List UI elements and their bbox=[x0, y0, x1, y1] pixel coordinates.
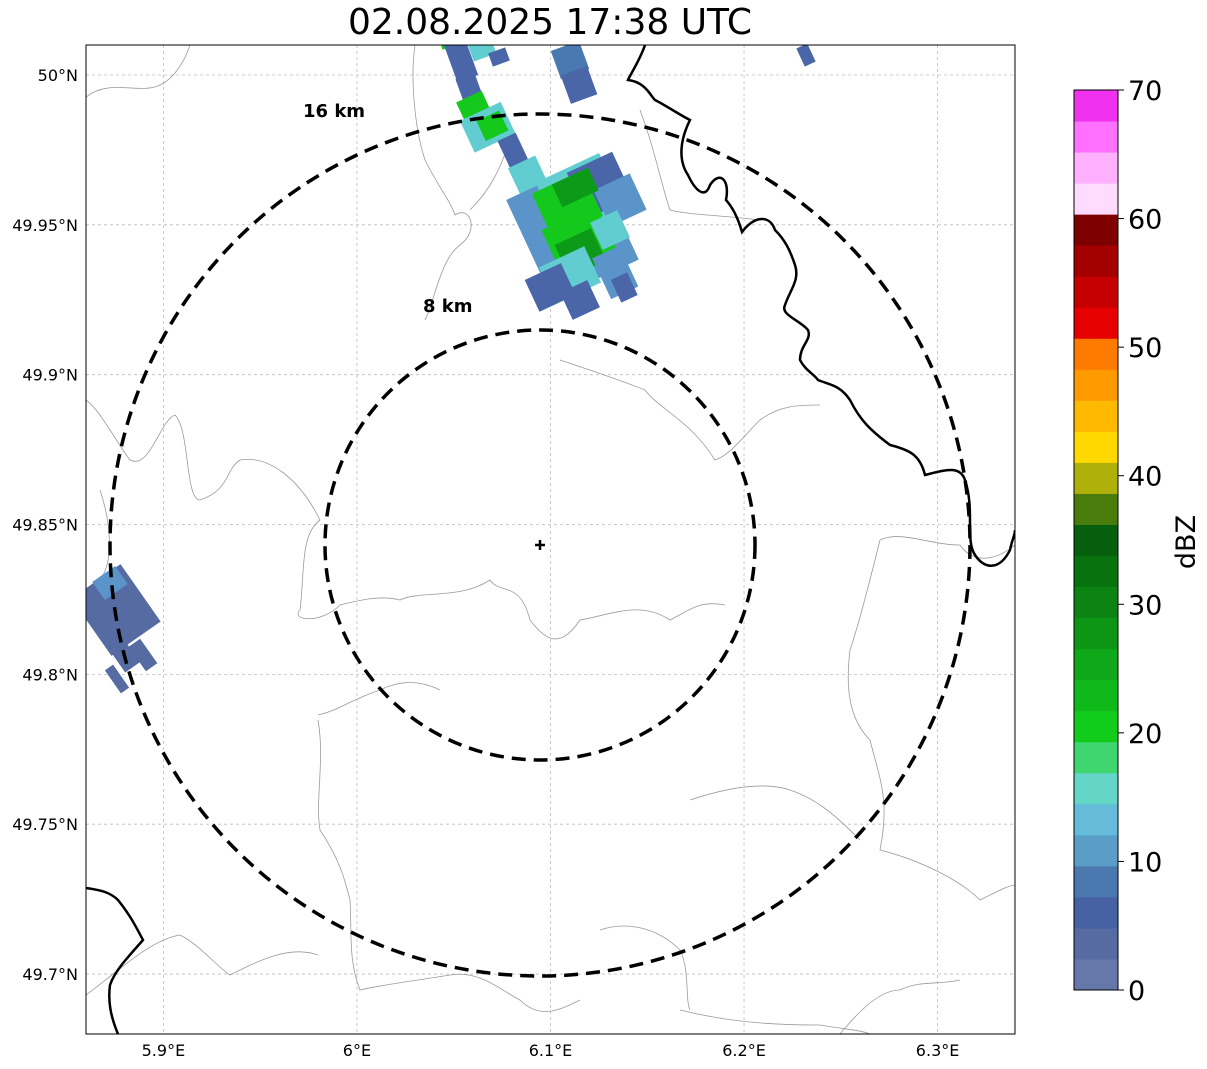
lat-tick-label: 50°N bbox=[38, 66, 78, 85]
lat-tick-label: 49.75°N bbox=[12, 815, 78, 834]
colorbar-segment bbox=[1074, 648, 1118, 681]
colorbar-segment bbox=[1074, 152, 1118, 184]
lon-tick-label: 6.3°E bbox=[916, 1041, 960, 1060]
plot-frame bbox=[85, 44, 1016, 1035]
colorbar-frame bbox=[1073, 89, 1119, 991]
echo-cell bbox=[92, 565, 128, 601]
colorbar-segment bbox=[1074, 276, 1118, 308]
colorbar-segment bbox=[1074, 958, 1118, 991]
colorbar-segment bbox=[1074, 462, 1118, 494]
colorbar-segment bbox=[1074, 896, 1118, 929]
border-line bbox=[626, 45, 1015, 567]
colorbar-tick-label: 0 bbox=[1128, 976, 1145, 1007]
echo-cell bbox=[104, 664, 130, 694]
ring-label-16km: 16 km bbox=[303, 101, 365, 122]
colorbar-segment bbox=[1074, 865, 1118, 898]
colorbar-segment bbox=[1074, 741, 1118, 774]
lon-tick-label: 6°E bbox=[343, 1041, 371, 1060]
lat-tick-label: 49.8°N bbox=[22, 665, 78, 684]
colorbar-segment bbox=[1074, 400, 1118, 432]
border-line bbox=[879, 536, 1015, 559]
echo-cell bbox=[128, 638, 158, 672]
border-line bbox=[86, 45, 191, 98]
echo-cell bbox=[551, 167, 599, 208]
latitude-labels: 50°N 49.95°N 49.9°N 49.85°N 49.8°N 49.75°N 49.… bbox=[12, 66, 78, 984]
lon-tick-label: 6.2°E bbox=[722, 1041, 766, 1060]
border-line bbox=[86, 886, 145, 1034]
national-border bbox=[86, 45, 1015, 1034]
colorbar-segment bbox=[1074, 183, 1118, 215]
echo-cell bbox=[476, 110, 509, 142]
radar-site-marker bbox=[535, 540, 545, 550]
echo-cell bbox=[488, 47, 510, 67]
colorbar-tick-label: 70 bbox=[1128, 76, 1162, 107]
colorbar-label: dBZ bbox=[1171, 515, 1202, 569]
range-rings bbox=[108, 112, 972, 978]
colorbar-tick-label: 50 bbox=[1128, 333, 1162, 364]
colorbar-segment bbox=[1074, 803, 1118, 836]
range-ring-16km bbox=[108, 112, 972, 978]
ring-label-8km: 8 km bbox=[423, 296, 473, 317]
lat-tick-label: 49.9°N bbox=[22, 366, 78, 385]
colorbar-segment bbox=[1074, 431, 1118, 463]
colorbar-segment bbox=[1074, 617, 1118, 650]
border-line bbox=[86, 399, 726, 640]
colorbar-segment bbox=[1074, 307, 1118, 339]
longitude-labels: 5.9°E 6°E 6.1°E 6.2°E 6.3°E bbox=[142, 1041, 960, 1060]
colorbar-segment bbox=[1074, 245, 1118, 277]
border-line bbox=[317, 719, 581, 1012]
echo-cell bbox=[560, 66, 598, 104]
lon-tick-label: 6.1°E bbox=[529, 1041, 573, 1060]
border-line bbox=[99, 489, 110, 581]
colorbar-segment bbox=[1074, 927, 1118, 960]
border-line bbox=[559, 359, 821, 461]
border-line bbox=[839, 979, 961, 1034]
border-line bbox=[679, 1009, 871, 1034]
border-line bbox=[639, 109, 761, 221]
border-line bbox=[689, 785, 861, 841]
lat-tick-label: 49.85°N bbox=[12, 516, 78, 535]
colorbar: 0 10 20 30 40 50 60 70 bbox=[1073, 76, 1162, 1007]
colorbar-tick-label: 20 bbox=[1128, 719, 1162, 750]
echo-cell bbox=[796, 45, 816, 67]
echo-cell bbox=[593, 173, 647, 227]
colorbar-segment bbox=[1074, 214, 1118, 246]
colorbar-tick-label: 40 bbox=[1128, 462, 1162, 493]
colorbar-segment bbox=[1074, 555, 1118, 588]
lon-tick-label: 5.9°E bbox=[142, 1041, 186, 1060]
colorbar-segment bbox=[1074, 338, 1118, 370]
lat-tick-label: 49.95°N bbox=[12, 216, 78, 235]
colorbar-segment bbox=[1074, 90, 1118, 122]
border-line bbox=[412, 45, 472, 321]
echo-cell bbox=[560, 280, 600, 320]
colorbar-tick-label: 60 bbox=[1128, 205, 1162, 236]
colorbar-segment bbox=[1074, 121, 1118, 153]
range-ring-8km bbox=[323, 328, 757, 762]
colorbar-segment bbox=[1074, 493, 1118, 525]
border-line bbox=[86, 934, 319, 996]
colorbar-segment bbox=[1074, 586, 1118, 619]
echo-cell bbox=[610, 272, 638, 303]
echo-cell bbox=[443, 45, 479, 83]
border-line bbox=[847, 539, 1015, 901]
colorbar-segment bbox=[1074, 679, 1118, 712]
echo-cell bbox=[590, 210, 630, 250]
colorbar-segment bbox=[1074, 524, 1118, 557]
colorbar-tick-label: 30 bbox=[1128, 590, 1162, 621]
colorbar-segment bbox=[1074, 710, 1118, 743]
colorbar-segment bbox=[1074, 369, 1118, 401]
colorbar-segment bbox=[1074, 834, 1118, 867]
colorbar-segment bbox=[1074, 772, 1118, 805]
colorbar-tick-label: 10 bbox=[1128, 847, 1162, 878]
commune-borders bbox=[86, 45, 1015, 1034]
lat-tick-label: 49.7°N bbox=[22, 965, 78, 984]
border-line bbox=[599, 925, 691, 1011]
map-title: 02.08.2025 17:38 UTC bbox=[347, 2, 753, 43]
echo-cell bbox=[524, 263, 576, 312]
